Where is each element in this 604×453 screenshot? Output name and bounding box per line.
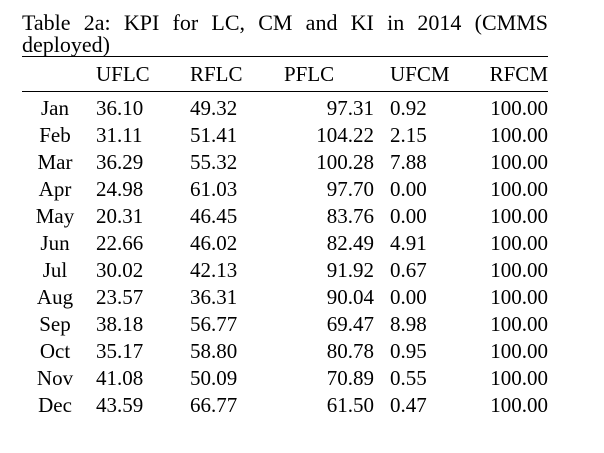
rfcm-cell: 100.00	[490, 231, 548, 255]
table-caption: Table 2a: KPI for LC, CM and KI in 2014 …	[22, 10, 548, 57]
pflc-cell: 104.22	[316, 123, 374, 147]
rfcm-cell: 100.00	[490, 150, 548, 174]
month-cell: Apr	[38, 177, 72, 201]
pflc-cell: 82.49	[326, 231, 374, 255]
table-row: Nov 41.08 50.09 70.89 0.55 100.00	[22, 365, 548, 392]
month-cell: Jul	[42, 258, 68, 282]
uflc-cell: 23.57	[96, 285, 144, 309]
rfcm-cell: 100.00	[490, 312, 548, 336]
month-cell: Jun	[40, 231, 70, 255]
uflc-cell: 35.17	[96, 339, 144, 363]
month-cell: Sep	[39, 312, 71, 336]
table-header-rule	[22, 91, 548, 92]
ufcm-cell: 8.98	[390, 312, 427, 336]
uflc-cell: 30.02	[96, 258, 144, 282]
ufcm-cell: 0.00	[390, 204, 427, 228]
column-header-pflc: PFLC	[284, 61, 335, 86]
month-cell: Dec	[38, 393, 72, 417]
header-row: UFLC RFLC PFLC UFCM RFCM	[22, 57, 548, 91]
table-row: Apr 24.98 61.03 97.70 0.00 100.00	[22, 176, 548, 203]
ufcm-cell: 0.92	[390, 96, 427, 120]
column-header-rflc: RFLC	[190, 61, 243, 86]
rfcm-cell: 100.00	[490, 285, 548, 309]
rflc-cell: 49.32	[190, 96, 238, 120]
pflc-cell: 69.47	[326, 312, 374, 336]
column-header-ufcm: UFCM	[390, 61, 450, 86]
pflc-cell: 97.70	[326, 177, 374, 201]
table-body: Jan 36.10 49.32 97.31 0.92 100.00 Feb 31.11 51.4…	[22, 92, 548, 419]
pflc-cell: 70.89	[326, 366, 374, 390]
pflc-cell: 61.50	[326, 393, 374, 417]
kpi-table: UFLC RFLC PFLC UFCM RFCM	[22, 57, 548, 91]
table-row: May 20.31 46.45 83.76 0.00 100.00	[22, 203, 548, 230]
uflc-cell: 43.59	[96, 393, 144, 417]
pflc-cell: 90.04	[326, 285, 374, 309]
ufcm-cell: 0.47	[390, 393, 427, 417]
month-cell: Jan	[41, 96, 69, 120]
table-header: UFLC RFLC PFLC UFCM RFCM	[22, 57, 548, 91]
month-cell: Nov	[36, 366, 74, 390]
table-row: Jun 22.66 46.02 82.49 4.91 100.00	[22, 230, 548, 257]
rflc-cell: 58.80	[190, 339, 238, 363]
column-header-month	[22, 57, 94, 91]
uflc-cell: 36.29	[96, 150, 144, 174]
table-top-rule	[22, 56, 548, 57]
rfcm-cell: 100.00	[490, 177, 548, 201]
rfcm-cell: 100.00	[490, 393, 548, 417]
uflc-cell: 41.08	[96, 366, 144, 390]
rflc-cell: 36.31	[190, 285, 238, 309]
table-row: Jul 30.02 42.13 91.92 0.67 100.00	[22, 257, 548, 284]
table-row: Oct 35.17 58.80 80.78 0.95 100.00	[22, 338, 548, 365]
ufcm-cell: 0.95	[390, 339, 427, 363]
rflc-cell: 42.13	[190, 258, 238, 282]
month-cell: Feb	[39, 123, 71, 147]
table-row: Jan 36.10 49.32 97.31 0.92 100.00	[22, 92, 548, 122]
rflc-cell: 61.03	[190, 177, 238, 201]
table-row: Dec 43.59 66.77 61.50 0.47 100.00	[22, 392, 548, 419]
rfcm-cell: 100.00	[490, 204, 548, 228]
rfcm-cell: 100.00	[490, 339, 548, 363]
rflc-cell: 51.41	[190, 123, 238, 147]
table-row: Aug 23.57 36.31 90.04 0.00 100.00	[22, 284, 548, 311]
kpi-table-body: Jan 36.10 49.32 97.31 0.92 100.00 Feb 31.11 51.4…	[22, 92, 548, 419]
pflc-cell: 83.76	[326, 204, 374, 228]
rflc-cell: 55.32	[190, 150, 238, 174]
kpi-table-container: UFLC RFLC PFLC UFCM RFCM Jan 36.10 49.32 97…	[22, 56, 548, 419]
uflc-cell: 22.66	[96, 231, 144, 255]
table-row: Mar 36.29 55.32 100.28 7.88 100.00	[22, 149, 549, 176]
ufcm-cell: 0.55	[390, 366, 427, 390]
rflc-cell: 46.45	[190, 204, 238, 228]
pflc-cell: 100.28	[316, 150, 374, 174]
ufcm-cell: 7.88	[390, 150, 427, 174]
month-cell: Aug	[36, 285, 74, 309]
ufcm-cell: 4.91	[390, 231, 427, 255]
rfcm-cell: 100.00	[490, 258, 548, 282]
month-cell: Oct	[39, 339, 71, 363]
table-row: Feb 31.11 51.41 104.22 2.15 100.00	[22, 122, 548, 149]
pflc-cell: 80.78	[326, 339, 374, 363]
rflc-cell: 46.02	[190, 231, 238, 255]
rfcm-cell: 100.00	[490, 96, 548, 120]
rfcm-cell: 100.00	[490, 366, 548, 390]
table-row: Sep 38.18 56.77 69.47 8.98 100.00	[22, 311, 548, 338]
ufcm-cell: 0.00	[390, 177, 427, 201]
rflc-cell: 66.77	[190, 393, 238, 417]
pflc-cell: 97.31	[326, 96, 374, 120]
uflc-cell: 36.10	[96, 96, 144, 120]
uflc-cell: 31.11	[96, 123, 143, 147]
uflc-cell: 24.98	[96, 177, 144, 201]
uflc-cell: 38.18	[96, 312, 144, 336]
ufcm-cell: 0.67	[390, 258, 427, 282]
column-header-rfcm: RFCM	[489, 61, 548, 86]
ufcm-cell: 0.00	[390, 285, 427, 309]
pflc-cell: 91.92	[326, 258, 374, 282]
ufcm-cell: 2.15	[390, 123, 427, 147]
month-cell: May	[35, 204, 75, 228]
column-header-uflc: UFLC	[96, 61, 150, 86]
rflc-cell: 56.77	[190, 312, 238, 336]
rflc-cell: 50.09	[190, 366, 238, 390]
uflc-cell: 20.31	[96, 204, 144, 228]
month-cell: Mar	[37, 150, 73, 174]
rfcm-cell: 100.00	[490, 123, 548, 147]
